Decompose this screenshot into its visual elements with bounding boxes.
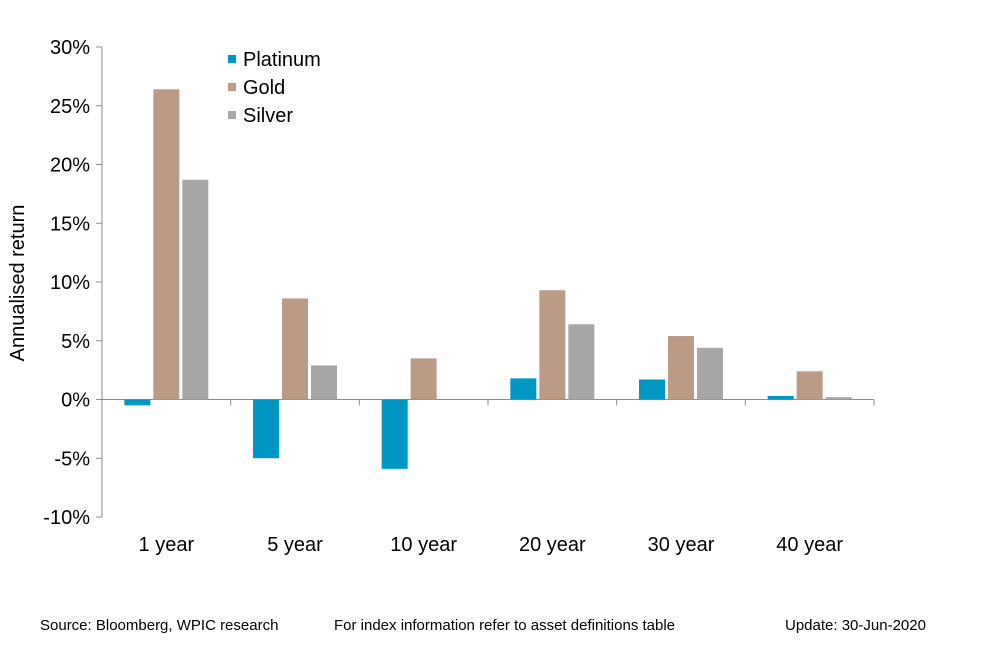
source-note: Source: Bloomberg, WPIC research: [40, 617, 279, 634]
y-tick-label: 20%: [50, 155, 90, 177]
y-axis-label: Annualised return: [7, 205, 29, 362]
bar-silver-5: [697, 347, 723, 400]
bar-silver-2: [311, 365, 337, 400]
legend-label-gold: Gold: [243, 77, 285, 99]
x-category-label: 10 year: [390, 534, 457, 556]
y-tick-label: 25%: [50, 96, 90, 118]
bars: [124, 89, 852, 469]
bar-gold-4: [539, 290, 566, 400]
legend: Platinum Gold Silver: [228, 49, 321, 127]
legend-swatch-gold: [228, 83, 236, 91]
y-tick-label: 10%: [50, 272, 90, 294]
y-tick-label: 0%: [61, 390, 90, 412]
bar-platinum-1: [124, 399, 151, 406]
bar-platinum-4: [510, 378, 537, 400]
bar-platinum-2: [253, 399, 279, 459]
x-category-label: 20 year: [519, 534, 586, 556]
x-category-label: 30 year: [648, 534, 715, 556]
y-tick-label: -10%: [43, 507, 90, 529]
bar-gold-5: [668, 336, 694, 400]
y-tick-label: 5%: [61, 331, 90, 353]
legend-swatch-silver: [228, 111, 236, 119]
x-axis: 1 year 5 year 10 year 20 year 30 year 40 year: [101, 399, 875, 556]
bar-gold-1: [153, 89, 180, 400]
bar-gold-3: [410, 358, 437, 400]
x-category-label: 5 year: [267, 534, 323, 556]
bar-platinum-6: [767, 395, 794, 400]
bar-silver-1: [182, 179, 209, 400]
bar-gold-2: [282, 298, 308, 400]
bar-gold-6: [796, 371, 823, 400]
bar-silver-6: [825, 397, 852, 400]
update-date: Update: 30-Jun-2020: [785, 617, 926, 634]
x-category-label: 40 year: [776, 534, 843, 556]
legend-swatch-platinum: [228, 55, 236, 63]
bar-platinum-3: [381, 399, 408, 469]
legend-label-platinum: Platinum: [243, 49, 321, 71]
y-tick-label: 30%: [50, 37, 90, 59]
y-tick-label: 15%: [50, 213, 90, 235]
legend-label-silver: Silver: [243, 105, 293, 127]
bar-silver-4: [568, 324, 595, 400]
y-tick-label: -5%: [54, 448, 90, 470]
index-info-note: For index information refer to asset def…: [334, 617, 676, 634]
y-axis: -10% -5% 0% 5% 10% 15% 20% 25% 30%: [43, 37, 103, 529]
x-category-label: 1 year: [139, 534, 195, 556]
bar-platinum-5: [639, 379, 665, 400]
